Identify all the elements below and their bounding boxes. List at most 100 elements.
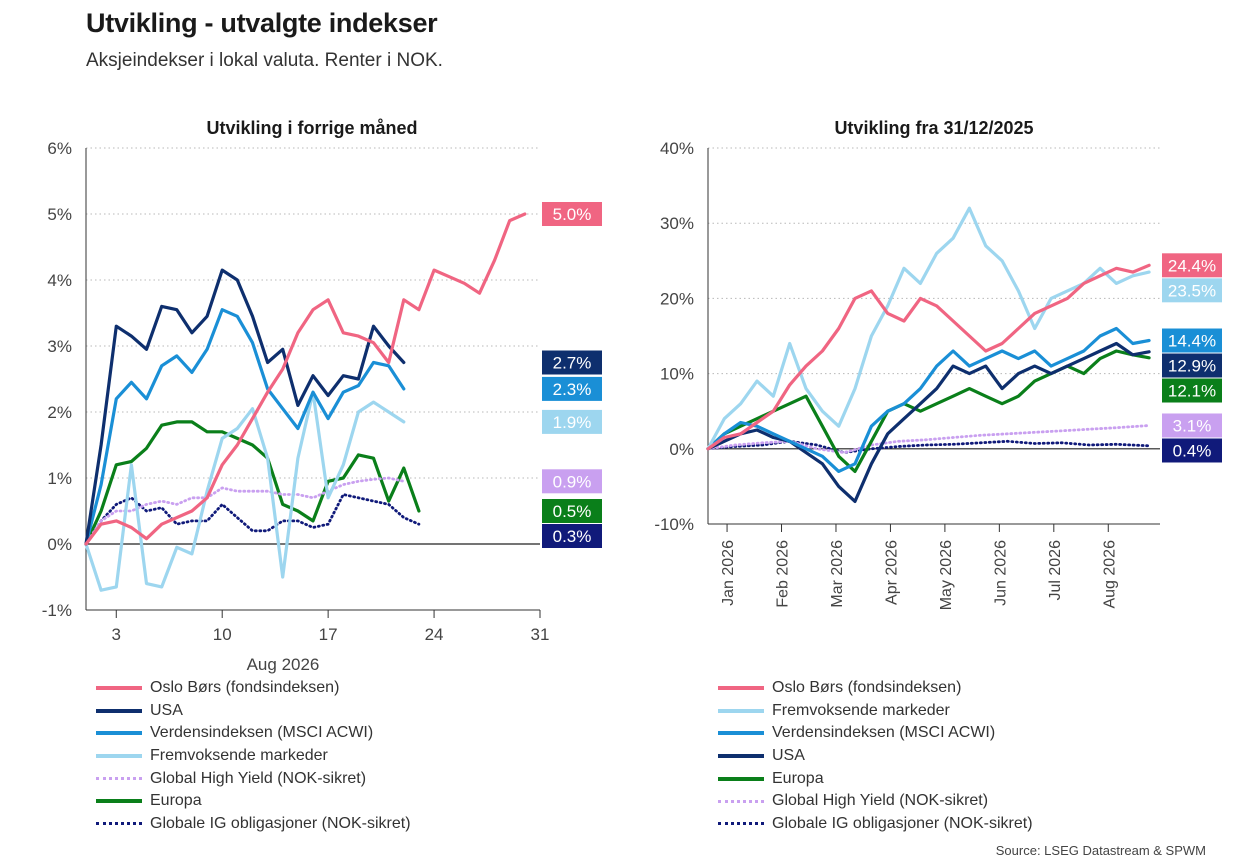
x-tick-label: 31 (531, 625, 550, 644)
legend-swatch (96, 754, 142, 759)
x-tick-label: 10 (213, 625, 232, 644)
x-tick-label: Jun 2026 (992, 540, 1009, 606)
legend-label: Global High Yield (NOK-sikret) (772, 792, 989, 810)
legend-swatch (718, 708, 764, 713)
x-tick-label: Mar 2026 (829, 540, 846, 608)
y-tick-label: 5% (47, 205, 72, 224)
legend-item-fremvoksende: Fremvoksende markeder (96, 745, 411, 768)
legend-label: Europa (772, 769, 824, 787)
end-label-box-usa (1162, 353, 1222, 378)
end-label-oslo: 5.0% (553, 205, 592, 224)
series-line-fremvoksende (84, 390, 406, 592)
legend-label: Europa (150, 792, 202, 810)
end-label-box-verden (1162, 328, 1222, 353)
x-tick-label: Feb 2026 (775, 540, 792, 608)
x-tick-label: May 2026 (938, 540, 955, 610)
end-label-ig: 0.3% (553, 527, 592, 546)
legend-swatch (96, 822, 142, 826)
y-tick-label: 6% (47, 139, 72, 158)
legend-swatch (718, 731, 764, 736)
series-line-fremvoksende (706, 206, 1151, 451)
x-tick-label: Aug 2026 (1101, 540, 1118, 609)
legend-swatch (96, 708, 142, 713)
x-tick-label: 3 (112, 625, 121, 644)
x-tick-label: Jul 2026 (1047, 540, 1064, 601)
legend-swatch (718, 822, 764, 826)
y-tick-label: 30% (660, 214, 694, 233)
y-tick-label: 10% (660, 365, 694, 384)
x-axis-label: Aug 2026 (247, 655, 320, 674)
legend-swatch (96, 799, 142, 804)
series-line-usa (706, 341, 1151, 503)
right-chart-title: Utvikling fra 31/12/2025 (834, 118, 1034, 138)
y-tick-label: 20% (660, 289, 694, 308)
end-label-ghy: 0.9% (553, 472, 592, 491)
legend-label: Globale IG obligasjoner (NOK-sikret) (150, 814, 411, 832)
page-title: Utvikling - utvalgte indekser (86, 8, 438, 38)
legend-item-ig: Globale IG obligasjoner (NOK-sikret) (96, 813, 411, 836)
legend-swatch (96, 777, 142, 781)
legend-item-oslo: Oslo Børs (fondsindeksen) (96, 677, 411, 700)
end-label-box-ghy (1162, 413, 1222, 438)
legend-item-oslo: Oslo Børs (fondsindeksen) (718, 677, 1033, 700)
x-tick-label: 17 (319, 625, 338, 644)
legend-swatch (96, 686, 142, 691)
legend-item-verden: Verdensindeksen (MSCI ACWI) (96, 722, 411, 745)
end-label-verden: 2.3% (553, 380, 592, 399)
end-label-box-europa (1162, 378, 1222, 403)
end-label-box-fremvoksende (1162, 278, 1222, 303)
legend-swatch (718, 686, 764, 691)
legend-item-europa: Europa (718, 767, 1033, 790)
end-label-usa: 12.9% (1168, 357, 1216, 376)
series-line-oslo (706, 263, 1151, 451)
legend-label: USA (150, 701, 183, 719)
end-label-ghy: 3.1% (1173, 416, 1212, 435)
legend-swatch (96, 731, 142, 736)
legend-swatch (718, 776, 764, 781)
end-label-box-verden (542, 376, 602, 401)
end-label-fremvoksende: 23.5% (1168, 281, 1216, 300)
end-label-oslo: 24.4% (1168, 256, 1216, 275)
y-tick-label: 2% (47, 403, 72, 422)
end-label-usa: 2.7% (553, 354, 592, 373)
y-tick-label: 3% (47, 337, 72, 356)
y-tick-label: 0% (669, 440, 694, 459)
legend-item-usa: USA (718, 745, 1033, 768)
legend-item-fremvoksende: Fremvoksende markeder (718, 700, 1033, 723)
end-label-box-ghy (542, 469, 602, 494)
end-label-box-oslo (542, 202, 602, 226)
legend-item-verden: Verdensindeksen (MSCI ACWI) (718, 722, 1033, 745)
end-label-box-oslo (1162, 253, 1222, 278)
end-label-box-usa (542, 350, 602, 375)
legend-label: Globale IG obligasjoner (NOK-sikret) (772, 814, 1033, 832)
series-line-ghy (84, 476, 406, 546)
end-label-europa: 12.1% (1168, 382, 1216, 401)
end-label-fremvoksende: 1.9% (553, 413, 592, 432)
legend-label: Oslo Børs (fondsindeksen) (772, 679, 962, 697)
legend-label: Fremvoksende markeder (772, 701, 950, 719)
end-label-box-europa (542, 499, 602, 523)
x-tick-label: Apr 2026 (883, 540, 900, 605)
end-label-box-ig (542, 524, 602, 548)
legend-label: Global High Yield (NOK-sikret) (150, 769, 367, 787)
y-tick-label: 1% (47, 469, 72, 488)
series-line-verden (84, 308, 406, 546)
left-chart-title: Utvikling i forrige måned (206, 118, 418, 138)
end-label-box-ig (1162, 438, 1222, 463)
end-label-verden: 14.4% (1168, 332, 1216, 351)
y-tick-label: 40% (660, 139, 694, 158)
end-label-europa: 0.5% (553, 502, 592, 521)
right-legend: Oslo Børs (fondsindeksen) Fremvoksende ma… (718, 677, 1033, 835)
y-tick-label: 0% (47, 535, 72, 554)
series-line-europa (706, 349, 1151, 473)
legend-label: Fremvoksende markeder (150, 747, 328, 765)
page-subtitle: Aksjeindekser i lokal valuta. Renter i N… (86, 50, 443, 71)
x-tick-label: Jan 2026 (720, 540, 737, 606)
series-line-europa (84, 420, 421, 546)
legend-item-ig: Globale IG obligasjoner (NOK-sikret) (718, 813, 1033, 836)
legend-item-europa: Europa (96, 790, 411, 813)
chart-1: -1% 0% 1% 2% 3% 4% 5% 6% 3 10 17 24 31 Aug 2026 5.0% 2.… (42, 139, 602, 674)
legend-label: Oslo Børs (fondsindeksen) (150, 679, 340, 697)
end-label-box-fremvoksende (542, 409, 602, 434)
